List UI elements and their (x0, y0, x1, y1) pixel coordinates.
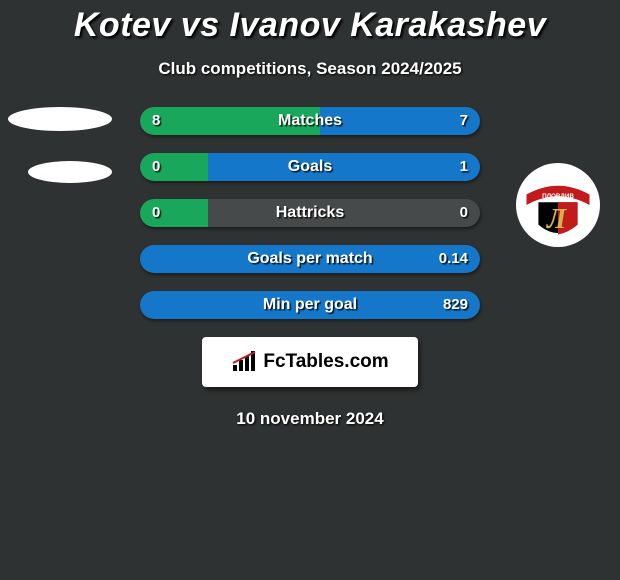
stat-row: Min per goal829 (140, 291, 480, 319)
bar-left (140, 199, 208, 227)
stat-row: Goals01 (140, 153, 480, 181)
bar-right (140, 291, 480, 319)
stat-row: Goals per match0.14 (140, 245, 480, 273)
badge-letter: Л (546, 204, 567, 235)
stat-row: Matches87 (140, 107, 480, 135)
value-right: 0 (460, 199, 468, 227)
stats-area: Matches87 Goals01 Hattricks00 Goals per mat… (0, 107, 620, 337)
bar-right (140, 245, 480, 273)
bar-left (140, 153, 208, 181)
site-logo: FcTables.com (202, 337, 418, 387)
avatar-placeholder-2 (28, 161, 112, 183)
club-badge: ПЛОВДИВ Л (516, 163, 600, 247)
club-badge-svg: ПЛОВДИВ Л (523, 170, 593, 240)
stat-rows: Matches87 Goals01 Hattricks00 Goals per mat… (140, 107, 480, 337)
site-logo-text: FcTables.com (263, 351, 388, 373)
bar-chart-icon (231, 351, 257, 373)
badge-ribbon-text: ПЛОВДИВ (542, 193, 574, 200)
bar-right (320, 107, 480, 135)
bar-right (208, 153, 480, 181)
date-line: 10 november 2024 (0, 409, 620, 429)
subtitle: Club competitions, Season 2024/2025 (0, 59, 620, 79)
stat-row: Hattricks00 (140, 199, 480, 227)
bar-left (140, 107, 320, 135)
avatar-placeholder-1 (8, 107, 112, 131)
page-title: Kotev vs Ivanov Karakashev (0, 0, 620, 45)
